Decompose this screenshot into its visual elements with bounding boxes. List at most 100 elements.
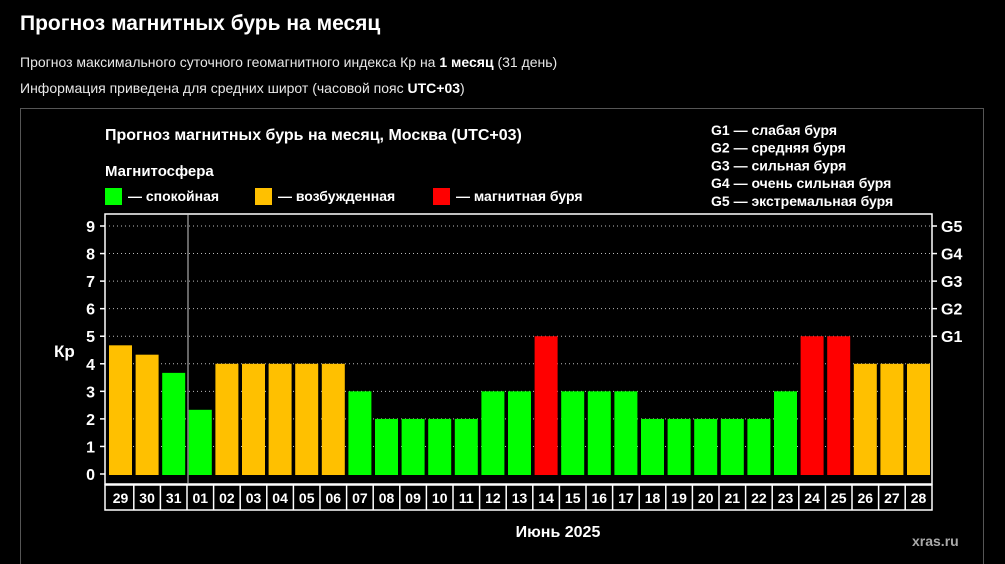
bar-08 (375, 418, 398, 475)
x-tick-label-21: 21 (725, 490, 741, 506)
y-tick-label-7: 7 (86, 274, 95, 291)
bar-09 (401, 418, 425, 475)
bar-30 (135, 354, 159, 475)
bar-10 (428, 418, 452, 475)
legend-title: Магнитосфера (105, 163, 214, 180)
y-tick-label-0: 0 (86, 467, 95, 484)
y-tick-label-9: 9 (86, 219, 95, 236)
plot-border (104, 213, 933, 485)
legend-swatch-quiet (105, 188, 122, 205)
chart-frame (20, 108, 984, 564)
latitude-note-end: ) (460, 80, 465, 96)
x-tick-label-03: 03 (246, 490, 262, 506)
bar-28 (907, 363, 930, 475)
bar-31 (162, 372, 186, 475)
y-tick-label-8: 8 (86, 247, 95, 264)
x-tick-label-19: 19 (671, 490, 687, 506)
forecast-period: 1 месяц (439, 54, 494, 70)
x-tick-label-01: 01 (193, 490, 209, 506)
bar-05 (295, 363, 319, 475)
x-tick-label-30: 30 (139, 490, 155, 506)
x-tick-label-15: 15 (565, 490, 581, 506)
g-legend-g3: G3 — сильная буря (711, 157, 846, 173)
bar-24 (800, 336, 824, 475)
right-tick-label-g1: G1 (941, 329, 962, 346)
bar-13 (508, 391, 531, 475)
g-legend-g1: G1 — слабая буря (711, 122, 837, 138)
latitude-note-text: Информация приведена для средних широт (… (20, 80, 408, 96)
bar-12 (481, 391, 505, 475)
x-tick-label-28: 28 (911, 490, 927, 506)
legend-label-storm: — магнитная буря (456, 188, 583, 204)
bar-26 (853, 363, 877, 475)
x-tick-label-05: 05 (299, 490, 315, 506)
bar-21 (720, 418, 744, 475)
x-tick-label-26: 26 (858, 490, 874, 506)
x-tick-label-08: 08 (379, 490, 395, 506)
x-tick-label-09: 09 (405, 490, 421, 506)
x-tick-label-11: 11 (459, 490, 474, 506)
x-tick-label-07: 07 (352, 490, 368, 506)
x-tick-label-23: 23 (778, 490, 794, 506)
x-tick-label-04: 04 (272, 490, 288, 506)
x-tick-label-12: 12 (485, 490, 501, 506)
page-title: Прогноз магнитных бурь на месяц (20, 12, 381, 35)
right-tick-label-g2: G2 (941, 302, 962, 319)
legend-label-active: — возбужденная (278, 188, 395, 204)
y-tick-label-6: 6 (86, 302, 95, 319)
bar-16 (587, 391, 611, 475)
x-tick-label-10: 10 (432, 490, 448, 506)
watermark: xras.ru (912, 533, 959, 549)
x-tick-label-02: 02 (219, 490, 235, 506)
bar-11 (454, 418, 478, 475)
g-legend-g2: G2 — средняя буря (711, 140, 846, 156)
right-tick-label-g4: G4 (941, 247, 962, 264)
bar-01 (188, 409, 212, 475)
bar-23 (774, 391, 797, 475)
category-axis-box (104, 484, 933, 511)
bar-27 (880, 363, 904, 475)
x-tick-label-25: 25 (831, 490, 847, 506)
bar-14 (534, 336, 558, 475)
bar-03 (242, 363, 265, 475)
bar-18 (641, 418, 664, 475)
chart-title: Прогноз магнитных бурь на месяц, Москва … (105, 127, 522, 144)
y-tick-label-5: 5 (86, 329, 95, 346)
y-tick-label-4: 4 (86, 357, 95, 374)
bar-17 (614, 391, 638, 475)
x-tick-label-06: 06 (326, 490, 342, 506)
bar-06 (321, 363, 345, 475)
right-tick-label-g5: G5 (941, 219, 962, 236)
x-tick-label-31: 31 (166, 490, 182, 506)
g-legend-g5: G5 — экстремальная буря (711, 193, 893, 209)
x-tick-label-13: 13 (512, 490, 528, 506)
timezone: UTC+03 (407, 80, 461, 96)
x-tick-label-22: 22 (751, 490, 767, 506)
y-tick-label-3: 3 (86, 384, 95, 401)
x-axis-label: Июнь 2025 (516, 524, 601, 541)
bar-22 (747, 418, 771, 475)
y-tick-label-1: 1 (86, 439, 95, 456)
y-axis-label: Кр (54, 342, 75, 361)
bar-07 (348, 391, 372, 475)
legend-swatch-storm (433, 188, 450, 205)
x-tick-label-18: 18 (645, 490, 661, 506)
bar-25 (827, 336, 851, 475)
bar-02 (215, 363, 239, 475)
x-tick-label-29: 29 (113, 490, 129, 506)
x-tick-label-14: 14 (538, 490, 554, 506)
x-tick-label-24: 24 (804, 490, 820, 506)
x-tick-label-16: 16 (592, 490, 608, 506)
bar-15 (561, 391, 585, 475)
y-tick-label-2: 2 (86, 412, 95, 429)
x-tick-label-20: 20 (698, 490, 714, 506)
g-legend-g4: G4 — очень сильная буря (711, 175, 891, 191)
forecast-description-text: Прогноз максимального суточного геомагни… (20, 54, 440, 70)
legend-swatch-active (255, 188, 272, 205)
bar-20 (694, 418, 718, 475)
legend-label-quiet: — спокойная (128, 188, 219, 204)
forecast-description: Прогноз максимального суточного геомагни… (20, 54, 557, 70)
right-tick-label-g3: G3 (941, 274, 962, 291)
x-tick-label-27: 27 (884, 490, 900, 506)
